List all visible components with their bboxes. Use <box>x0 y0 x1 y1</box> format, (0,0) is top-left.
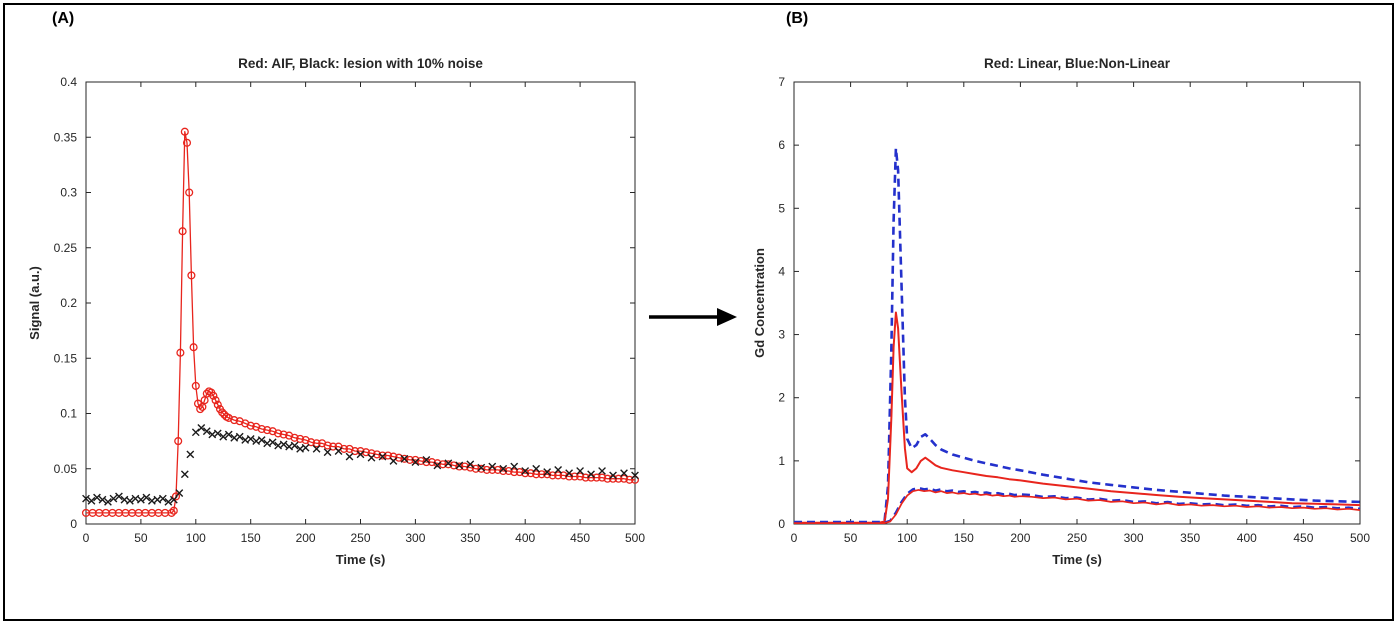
svg-text:Gd Concentration: Gd Concentration <box>752 248 767 358</box>
svg-text:450: 450 <box>570 531 590 545</box>
svg-text:200: 200 <box>1010 531 1030 545</box>
chart-b: 0 50 100 150 200 250 300 350 400 450 500 0 1 2 3 4 5 6 7 Re… <box>752 56 1370 567</box>
svg-text:400: 400 <box>1237 531 1257 545</box>
svg-text:0.15: 0.15 <box>54 351 78 365</box>
flow-arrow-icon <box>649 308 737 326</box>
svg-text:6: 6 <box>778 138 785 152</box>
svg-text:250: 250 <box>1067 531 1087 545</box>
svg-text:3: 3 <box>778 328 785 342</box>
svg-text:100: 100 <box>897 531 917 545</box>
svg-text:Time (s): Time (s) <box>1052 552 1102 567</box>
svg-text:0.3: 0.3 <box>60 186 77 200</box>
svg-text:0: 0 <box>778 517 785 531</box>
svg-text:Red: AIF, Black: lesion with 1: Red: AIF, Black: lesion with 10% noise <box>238 56 483 71</box>
svg-text:150: 150 <box>954 531 974 545</box>
svg-text:150: 150 <box>241 531 261 545</box>
panel-a-label: (A) <box>52 10 75 27</box>
svg-text:200: 200 <box>296 531 316 545</box>
svg-text:300: 300 <box>1124 531 1144 545</box>
svg-text:0: 0 <box>70 517 77 531</box>
svg-text:400: 400 <box>515 531 535 545</box>
svg-text:0.05: 0.05 <box>54 462 78 476</box>
svg-text:0.1: 0.1 <box>60 407 77 421</box>
chart-a: 0 50 100 150 200 250 300 350 400 450 500 0 0.05 0.1 0.… <box>27 56 645 567</box>
svg-text:50: 50 <box>844 531 858 545</box>
svg-text:50: 50 <box>134 531 148 545</box>
svg-text:0.25: 0.25 <box>54 241 78 255</box>
svg-text:350: 350 <box>1180 531 1200 545</box>
svg-text:1: 1 <box>778 454 785 468</box>
svg-text:4: 4 <box>778 264 785 278</box>
svg-text:Red: Linear, Blue:Non-Linear: Red: Linear, Blue:Non-Linear <box>984 56 1171 71</box>
panel-b-label: (B) <box>786 10 809 27</box>
svg-text:0: 0 <box>791 531 798 545</box>
svg-text:250: 250 <box>350 531 370 545</box>
svg-text:2: 2 <box>778 391 785 405</box>
svg-text:350: 350 <box>460 531 480 545</box>
svg-text:Time (s): Time (s) <box>336 552 386 567</box>
svg-text:100: 100 <box>186 531 206 545</box>
svg-text:500: 500 <box>1350 531 1370 545</box>
svg-text:0.35: 0.35 <box>54 130 78 144</box>
svg-text:0: 0 <box>83 531 90 545</box>
figure-border <box>3 3 1394 621</box>
svg-text:500: 500 <box>625 531 645 545</box>
svg-text:7: 7 <box>778 75 785 89</box>
svg-text:Signal (a.u.): Signal (a.u.) <box>27 266 42 340</box>
svg-text:300: 300 <box>405 531 425 545</box>
svg-text:5: 5 <box>778 201 785 215</box>
svg-text:0.2: 0.2 <box>60 296 77 310</box>
svg-text:0.4: 0.4 <box>60 75 77 89</box>
svg-text:450: 450 <box>1293 531 1313 545</box>
